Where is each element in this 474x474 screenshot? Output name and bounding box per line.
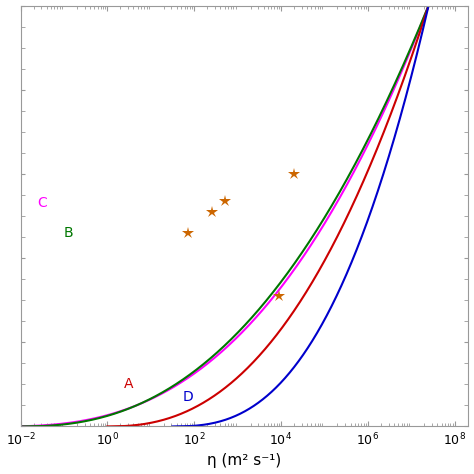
Text: A: A <box>124 377 134 392</box>
X-axis label: η (m² s⁻¹): η (m² s⁻¹) <box>207 454 281 468</box>
Text: C: C <box>37 196 47 210</box>
Text: D: D <box>182 390 193 404</box>
Text: B: B <box>64 226 73 240</box>
